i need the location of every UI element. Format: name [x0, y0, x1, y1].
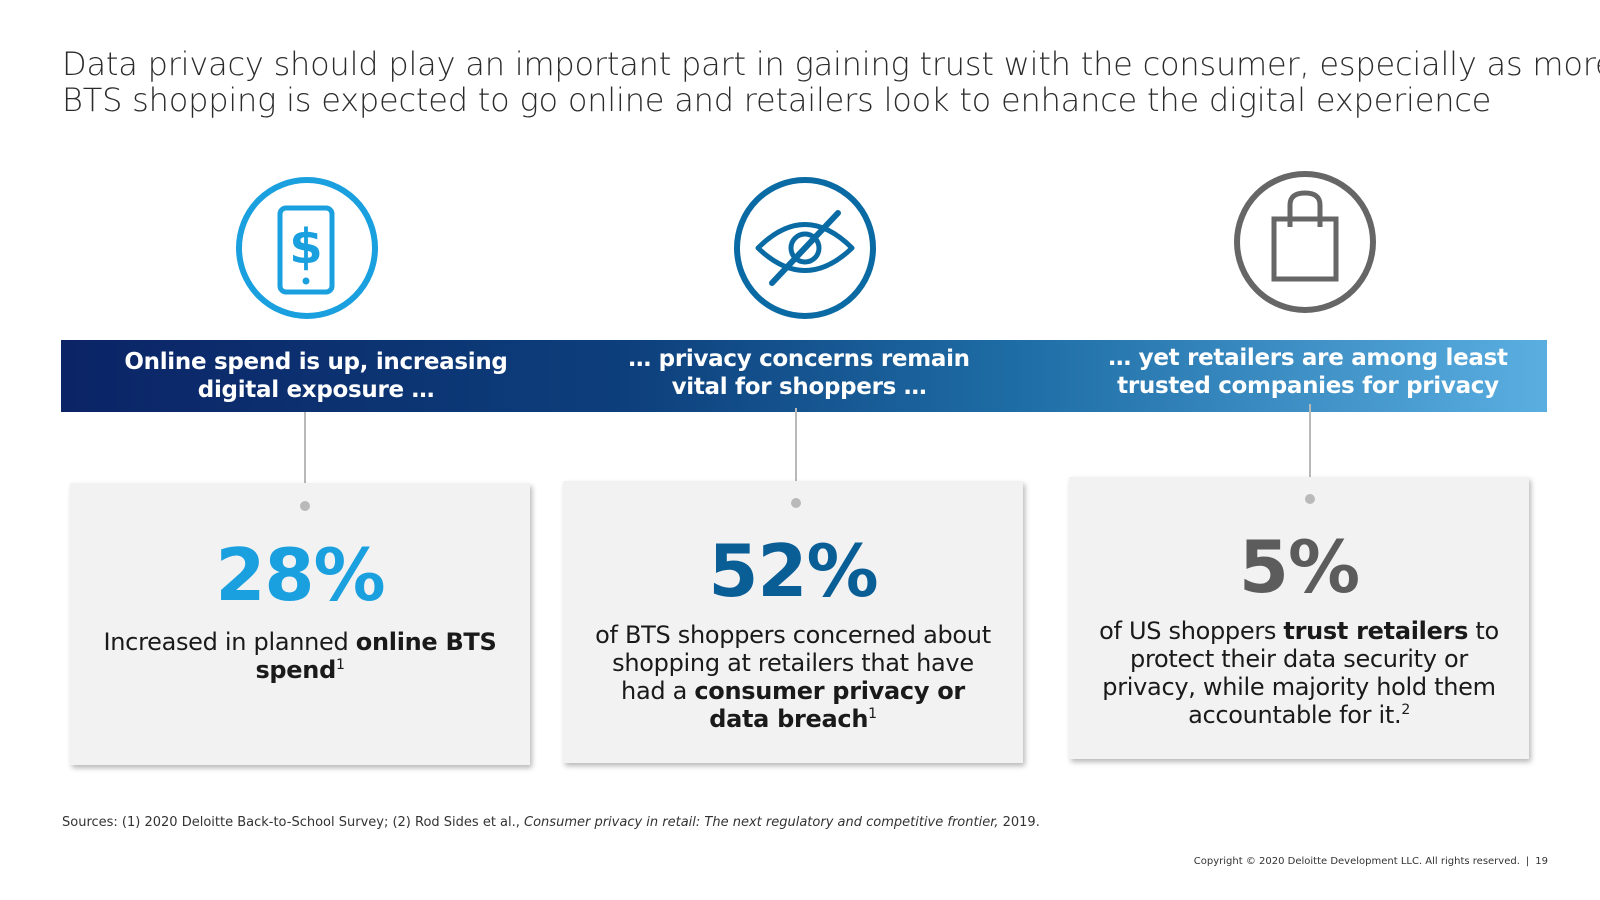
stat-bold-text: online BTS spend: [255, 628, 497, 684]
sources-note: Sources: (1) 2020 Deloitte Back-to-Schoo…: [62, 815, 1040, 830]
eye-slash-icon: [732, 175, 878, 321]
stat-description: of US shoppers trust retailers to protec…: [1099, 617, 1499, 729]
footnote-marker: 1: [335, 657, 345, 673]
band-label-line: trusted companies for privacy: [1117, 373, 1499, 399]
slide-title-line-1: Data privacy should play an important pa…: [62, 45, 1600, 83]
slide-title: Data privacy should play an important pa…: [62, 45, 1600, 119]
copyright-text: Copyright © 2020 Deloitte Development LL…: [1193, 856, 1520, 867]
page-number: 19: [1535, 856, 1548, 867]
connector-dot: [300, 501, 310, 511]
connector-line: [795, 408, 797, 504]
connector-line: [304, 412, 306, 507]
band-label-online-spend: Online spend is up, increasing digital e…: [106, 348, 526, 404]
band-label-line: … yet retailers are among least: [1108, 345, 1508, 371]
shopping-bag-icon: [1232, 169, 1378, 315]
band-label-retailer-trust: … yet retailers are among least trusted …: [1098, 344, 1518, 400]
footnote-marker: 1: [868, 706, 877, 722]
sources-text: 2019.: [998, 815, 1040, 830]
sources-text: Sources: (1) 2020 Deloitte Back-to-Schoo…: [62, 815, 525, 830]
band-label-privacy-concerns: … privacy concerns remain vital for shop…: [589, 345, 1009, 401]
footer-separator: |: [1525, 856, 1530, 867]
svg-text:$: $: [289, 219, 322, 275]
stat-card-privacy-concern: 52% of BTS shoppers concerned about shop…: [563, 481, 1023, 763]
stat-value: 52%: [708, 529, 878, 613]
stat-text: of US shoppers: [1099, 617, 1284, 645]
stat-card-retailer-trust: 5% of US shoppers trust retailers to pro…: [1069, 477, 1529, 759]
slide-title-line-2: BTS shopping is expected to go online an…: [62, 81, 1492, 119]
footer: Copyright © 2020 Deloitte Development LL…: [1194, 856, 1548, 867]
sources-title: Consumer privacy in retail: The next reg…: [524, 815, 999, 830]
stat-value: 28%: [215, 533, 385, 617]
band-label-line: … privacy concerns remain: [628, 346, 970, 372]
band-label-line: digital exposure …: [197, 377, 435, 403]
band-label-line: vital for shoppers …: [671, 374, 927, 400]
phone-dollar-icon: $: [234, 175, 380, 321]
stat-text: of BTS shoppers concerned about shopping…: [595, 621, 991, 705]
stat-bold-text: trust retailers: [1283, 617, 1469, 645]
connector-dot: [791, 498, 801, 508]
stat-text: Increased in planned: [103, 628, 356, 656]
footnote-marker: 2: [1401, 702, 1410, 718]
band-label-line: Online spend is up, increasing: [124, 349, 508, 375]
stat-description: Increased in planned online BTS spend1: [100, 628, 500, 684]
stat-bold-text: consumer privacy or data breach: [694, 677, 965, 733]
stat-card-online-spend: 28% Increased in planned online BTS spen…: [70, 483, 530, 765]
connector-dot: [1305, 494, 1315, 504]
stat-description: of BTS shoppers concerned about shopping…: [593, 621, 993, 733]
connector-line: [1309, 404, 1311, 500]
header-band: [61, 340, 1547, 412]
stat-value: 5%: [1238, 525, 1360, 609]
stat-text: to protect their data security or privac…: [1102, 617, 1499, 729]
